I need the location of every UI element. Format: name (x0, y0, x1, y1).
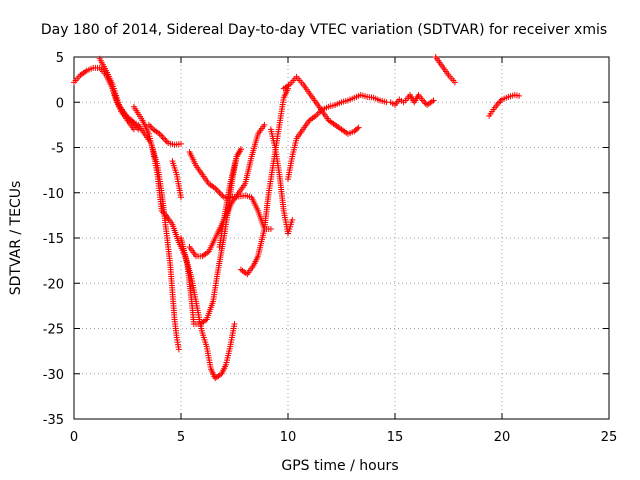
data-series-17 (432, 54, 458, 86)
data-series-13 (280, 73, 362, 137)
data-point (160, 135, 167, 142)
data-point (162, 136, 169, 143)
y-tick-label: -10 (43, 187, 64, 202)
data-point (175, 346, 182, 353)
y-tick-label: 0 (56, 96, 64, 111)
grid (74, 57, 609, 419)
x-tick-label: 10 (280, 430, 297, 445)
data-point (213, 186, 220, 193)
data-series-14 (285, 92, 390, 183)
data-series-6 (169, 158, 184, 201)
y-tick-label: -5 (51, 142, 64, 157)
y-tick-label: -15 (43, 232, 64, 247)
y-axis-label: SDTVAR / TECUs (8, 181, 24, 296)
data-point (355, 124, 362, 131)
x-axis-label: GPS time / hours (281, 458, 398, 474)
data-series-2 (96, 55, 137, 133)
data-point (267, 225, 274, 232)
data-series-11 (237, 85, 291, 278)
data-point (216, 189, 223, 196)
data-series-16 (402, 92, 437, 108)
data-point (354, 125, 361, 132)
data-point (231, 320, 238, 327)
data-series-12 (267, 126, 296, 237)
data-point (451, 79, 458, 86)
data-series-10 (216, 146, 244, 251)
data-series-5 (145, 121, 184, 148)
data-point (215, 188, 222, 195)
data-point (159, 133, 166, 140)
data-point (237, 146, 244, 153)
data-point (289, 216, 296, 223)
y-tick-label: -35 (43, 413, 64, 428)
x-tick-label: 5 (177, 430, 185, 445)
y-tick-label: -30 (43, 368, 64, 383)
data-point (178, 194, 184, 201)
data-point (145, 121, 152, 128)
axis-ticks: 0 5 10 15 20 25 5 0 -5 -10 -15 -20 -25 -30 -35 (43, 51, 618, 445)
data-point (217, 191, 224, 198)
data-point (516, 92, 523, 99)
data-point (158, 132, 165, 139)
data-point (178, 140, 184, 147)
chart-title: Day 180 of 2014, Sidereal Day-to-day VTE… (41, 22, 607, 38)
data-series-18 (486, 92, 523, 119)
data-point (219, 192, 226, 199)
data-marks (71, 54, 523, 382)
data-point (496, 99, 503, 106)
y-tick-label: -20 (43, 277, 64, 292)
data-point (430, 97, 437, 104)
x-tick-label: 15 (387, 430, 404, 445)
data-point (261, 121, 268, 128)
y-tick-label: 5 (56, 51, 64, 66)
x-tick-label: 0 (70, 430, 78, 445)
x-tick-label: 20 (494, 430, 511, 445)
x-tick-label: 25 (601, 430, 618, 445)
data-point (130, 126, 137, 133)
data-series-15 (387, 96, 407, 108)
y-tick-label: -25 (43, 323, 64, 338)
